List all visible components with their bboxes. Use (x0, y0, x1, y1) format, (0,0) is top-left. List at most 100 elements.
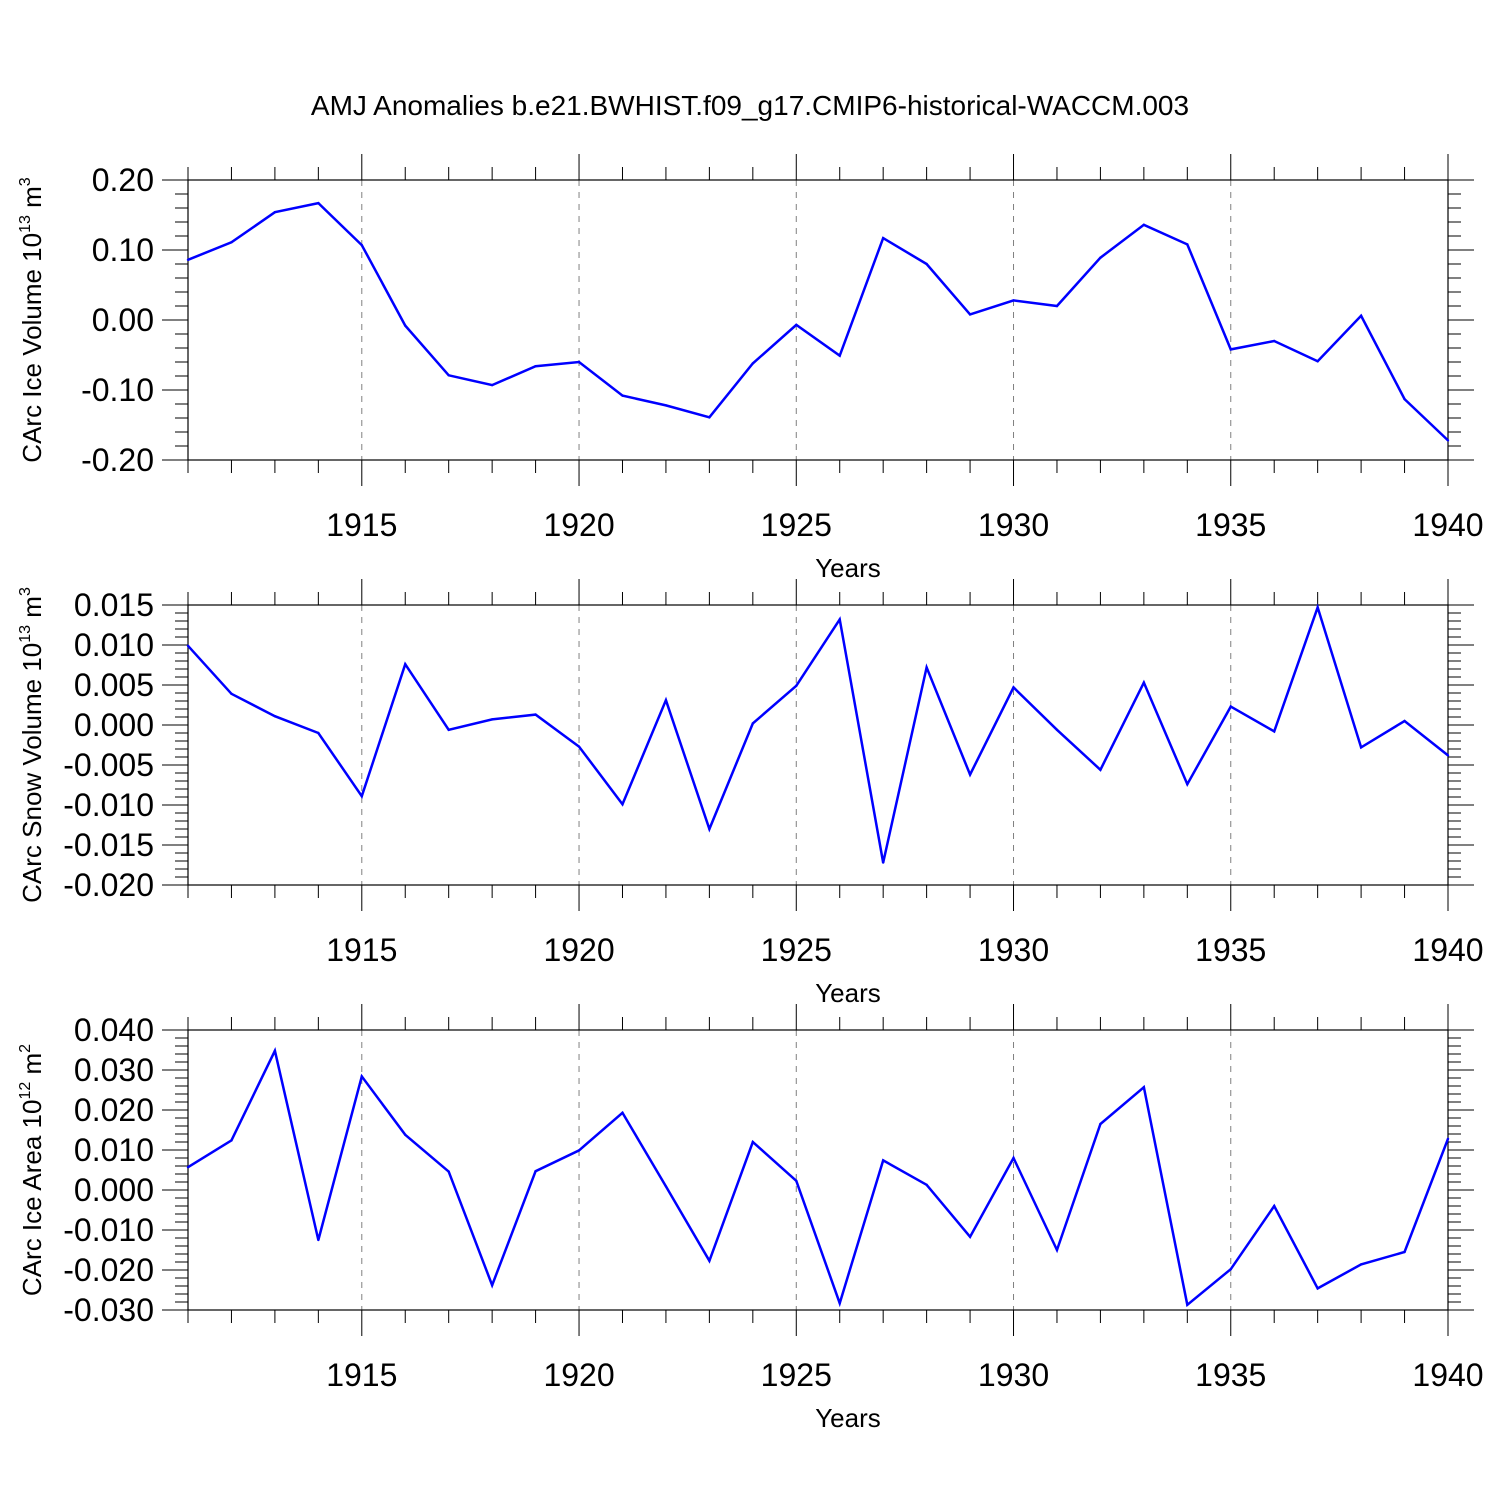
chart-2-y-axis-label: CArc Snow Volume 1013 m3 (17, 587, 47, 903)
chart-3-data-point (230, 1139, 233, 1142)
chart-2-data-point (1446, 754, 1450, 757)
chart-2-data-point (1403, 719, 1406, 723)
chart-2-data-point (534, 713, 537, 716)
chart-3-data-point (708, 1259, 711, 1263)
chart-3-data-point (534, 1170, 537, 1173)
chart-3-data-point (1316, 1287, 1319, 1290)
chart-2-data-point (1055, 728, 1059, 731)
chart-1-data-point (577, 360, 581, 364)
chart-2-x-tick-label: 1915 (326, 932, 397, 968)
chart-2-data-point (881, 861, 885, 864)
chart-1-y-tick-label: 0.00 (92, 302, 154, 338)
chart-2-data-point (360, 795, 363, 798)
chart-3-data-point (360, 1075, 363, 1078)
chart-3-y-tick-label: 0.010 (74, 1132, 154, 1168)
chart-3-data-point (1055, 1248, 1059, 1252)
chart-3-data-point (1142, 1086, 1146, 1089)
chart-2-data-point (404, 663, 407, 666)
chart-2-y-axis-label-text: CArc Snow Volume 10 (17, 643, 47, 903)
chart-1-x-tick-label: 1930 (978, 507, 1049, 543)
chart-2-data-point (1359, 746, 1363, 749)
chart-2-data-point (317, 731, 320, 735)
chart-1-y-axis-label-unit: m (17, 186, 47, 215)
chart-3-series-line (187, 1047, 1450, 1308)
chart-3-y-axis-label-text: CArc Ice Area 10 (17, 1100, 47, 1297)
chart-3-y-tick-label: 0.000 (74, 1172, 154, 1208)
chart-1-data-point (751, 362, 755, 365)
chart-3-x-axis-label: Years (815, 1403, 881, 1433)
chart-2-y-axis-label-unit: m (17, 596, 47, 625)
chart-1-data-point (1099, 256, 1102, 259)
chart-3-y-axis-label-unit-exp: 2 (17, 1044, 34, 1053)
chart-panel-3: -0.030 -0.020 -0.010 0.000 0.010 0.020 0.030 0.… (17, 1004, 1484, 1433)
chart-2-data-point (1099, 768, 1102, 771)
chart-1-data-point (447, 374, 450, 377)
chart-1-data-point (1012, 299, 1015, 302)
chart-3-data-point (1359, 1263, 1363, 1266)
chart-1-data-point (708, 416, 711, 419)
chart-3-data-point (1099, 1122, 1102, 1126)
chart-1-series-line (187, 201, 1449, 442)
chart-1-y-tick-label: 0.10 (92, 232, 154, 268)
chart-1-data-point (1359, 314, 1363, 317)
chart-1-data-point (404, 324, 407, 327)
chart-1-data-point (795, 323, 798, 327)
chart-1-y-tick-label: -0.10 (81, 372, 154, 408)
chart-1-x-tick-label: 1925 (761, 507, 832, 543)
chart-1-data-point (1273, 339, 1276, 343)
chart-2-y-axis-label-exp: 13 (17, 625, 34, 643)
chart-3-data-point (1186, 1303, 1189, 1307)
chart-2-data-point (1186, 783, 1189, 786)
chart-3-y-axis-label-unit: m (17, 1053, 47, 1082)
chart-3-y-tick-label: -0.010 (63, 1212, 154, 1248)
chart-3-y-tick-label: -0.030 (63, 1292, 154, 1328)
chart-2-y-tick-label: 0.005 (74, 667, 154, 703)
chart-3-x-tick-label: 1920 (543, 1357, 614, 1393)
chart-3-data-point (795, 1179, 798, 1183)
chart-1-x-tick-label: 1940 (1412, 507, 1483, 543)
chart-1-data-point (1055, 304, 1059, 308)
chart-2-data-point (838, 618, 841, 621)
chart-1-x-axis-label: Years (815, 553, 881, 583)
chart-1-data-point (1403, 397, 1406, 401)
chart-2-y-axis-label-unit-exp: 3 (17, 587, 34, 596)
chart-2-x-tick-label: 1925 (761, 932, 832, 968)
chart-2-data-point (490, 718, 494, 721)
chart-3-data-point (273, 1049, 277, 1053)
chart-3-x-tick-label: 1925 (761, 1357, 832, 1393)
chart-1-data-point (230, 241, 233, 244)
chart-1-data-point (1186, 243, 1189, 246)
chart-2-y-tick-label: -0.010 (63, 787, 154, 823)
chart-2-data-point (577, 745, 581, 748)
chart-1-data-point (1229, 348, 1232, 351)
chart-3-data-point (1012, 1156, 1015, 1160)
chart-1-data-point (534, 365, 537, 368)
chart-1-y-axis-label: CArc Ice Volume 1013 m3 (17, 177, 47, 462)
chart-2-data-point (230, 692, 233, 695)
chart-3-data-point (968, 1235, 972, 1239)
chart-1-y-axis-label-unit-exp: 3 (17, 177, 34, 186)
chart-3-data-point (621, 1111, 624, 1115)
chart-1-data-point (490, 383, 494, 387)
chart-2-data-point (1273, 730, 1276, 733)
chart-3-data-point (664, 1185, 668, 1188)
chart-1-y-tick-label: -0.20 (81, 442, 154, 478)
chart-1-x-tick-label: 1935 (1195, 507, 1266, 543)
chart-2-y-tick-label: 0.010 (74, 627, 154, 663)
chart-2-data-point (795, 684, 798, 687)
chart-2-data-point (1012, 686, 1015, 689)
chart-2-x-axis-label: Years (815, 978, 881, 1008)
chart-3-data-point (404, 1133, 407, 1137)
chart-2-data-point (925, 666, 928, 669)
chart-2-y-tick-label: 0.015 (74, 587, 154, 623)
chart-1-data-point (317, 201, 320, 205)
chart-2-data-point (447, 728, 450, 731)
chart-2-data-point (968, 773, 972, 776)
chart-1-data-point (273, 211, 277, 214)
chart-2-y-tick-label: -0.015 (63, 827, 154, 863)
chart-3-data-point (577, 1149, 581, 1152)
chart-1-data-point (360, 243, 363, 247)
chart-3-data-point (751, 1140, 755, 1144)
chart-3-x-tick-label: 1915 (326, 1357, 397, 1393)
